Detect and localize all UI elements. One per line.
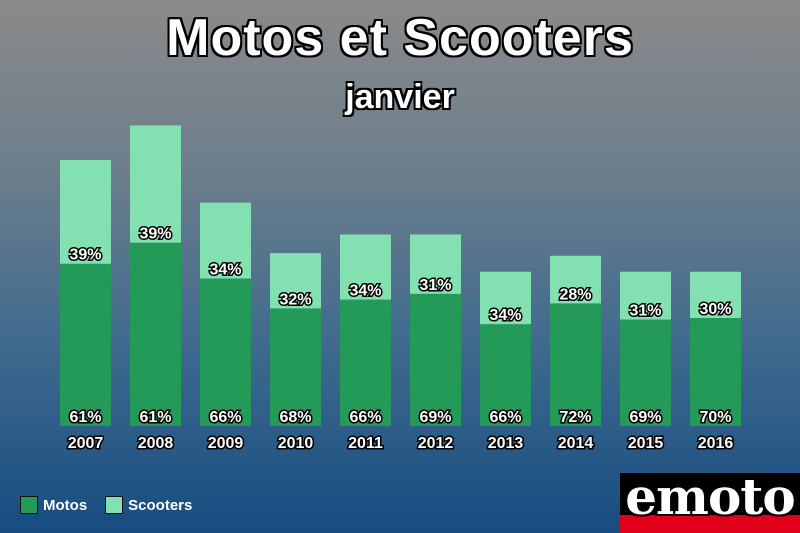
- legend-swatch-scooters: [105, 496, 124, 514]
- data-label-motos-2011: 66%: [349, 409, 381, 426]
- bar-scooters-2010: [270, 253, 321, 309]
- bar-motos-2013: [480, 324, 531, 426]
- bar-motos-2014: [550, 303, 601, 426]
- data-label-scooters-2013: 34%: [489, 307, 521, 324]
- bar-scooters-2012: [410, 234, 461, 294]
- data-label-motos-2008: 61%: [139, 409, 171, 426]
- bar-motos-2008: [130, 242, 181, 426]
- bar-motos-2009: [200, 278, 251, 426]
- x-tick-label-2007: 2007: [68, 435, 104, 452]
- data-label-scooters-2010: 32%: [279, 291, 311, 308]
- bar-scooters-2014: [550, 255, 601, 304]
- bar-scooters-2013: [480, 271, 531, 325]
- bar-motos-2007: [60, 263, 111, 426]
- legend-label-scooters: Scooters: [128, 496, 193, 514]
- bar-scooters-2016: [690, 271, 741, 319]
- bar-scooters-2009: [200, 202, 251, 279]
- bar-motos-2015: [620, 319, 671, 426]
- x-tick-label-2013: 2013: [488, 435, 524, 452]
- data-label-motos-2014: 72%: [559, 409, 591, 426]
- legend-label-motos: Motos: [43, 496, 88, 514]
- logo-red-band: [620, 515, 800, 533]
- emoto-logo: emoto: [620, 473, 800, 533]
- data-label-motos-2012: 69%: [419, 409, 451, 426]
- data-label-motos-2009: 66%: [209, 409, 241, 426]
- logo-text: emoto: [625, 473, 796, 526]
- bar-motos-2011: [340, 299, 391, 426]
- data-label-scooters-2012: 31%: [419, 277, 451, 294]
- data-label-motos-2016: 70%: [699, 409, 731, 426]
- x-tick-label-2012: 2012: [418, 435, 454, 452]
- chart-title: Motos et Scooters: [166, 9, 634, 67]
- data-label-scooters-2015: 31%: [629, 303, 661, 320]
- data-label-motos-2015: 69%: [629, 409, 661, 426]
- x-tick-label-2016: 2016: [698, 435, 734, 452]
- x-tick-label-2010: 2010: [278, 435, 314, 452]
- data-label-motos-2007: 61%: [69, 409, 101, 426]
- data-label-scooters-2009: 34%: [209, 262, 241, 279]
- bar-scooters-2011: [340, 234, 391, 300]
- legend-swatch-motos: [20, 496, 38, 514]
- x-tick-label-2008: 2008: [138, 435, 174, 452]
- data-label-scooters-2007: 39%: [69, 247, 101, 264]
- legend-item-scooters: Scooters: [105, 496, 192, 514]
- bar-motos-2010: [270, 308, 321, 426]
- x-tick-label-2011: 2011: [348, 435, 383, 452]
- data-label-motos-2013: 66%: [489, 409, 521, 426]
- data-label-scooters-2008: 39%: [139, 226, 171, 243]
- data-label-scooters-2016: 30%: [699, 301, 731, 318]
- bar-scooters-2008: [130, 125, 181, 243]
- chart-subtitle: janvier: [345, 78, 455, 116]
- x-tick-label-2015: 2015: [628, 435, 664, 452]
- bar-motos-2016: [690, 318, 741, 426]
- bar-scooters-2007: [60, 160, 111, 264]
- x-tick-label-2009: 2009: [208, 435, 244, 452]
- data-label-scooters-2014: 28%: [559, 286, 591, 303]
- x-tick-label-2014: 2014: [558, 435, 594, 452]
- chart-legend: Motos Scooters: [20, 496, 210, 514]
- legend-item-motos: Motos: [20, 496, 87, 514]
- data-label-motos-2010: 68%: [279, 409, 311, 426]
- data-label-scooters-2011: 34%: [349, 283, 381, 300]
- bar-motos-2012: [410, 293, 461, 426]
- bar-scooters-2015: [620, 271, 671, 320]
